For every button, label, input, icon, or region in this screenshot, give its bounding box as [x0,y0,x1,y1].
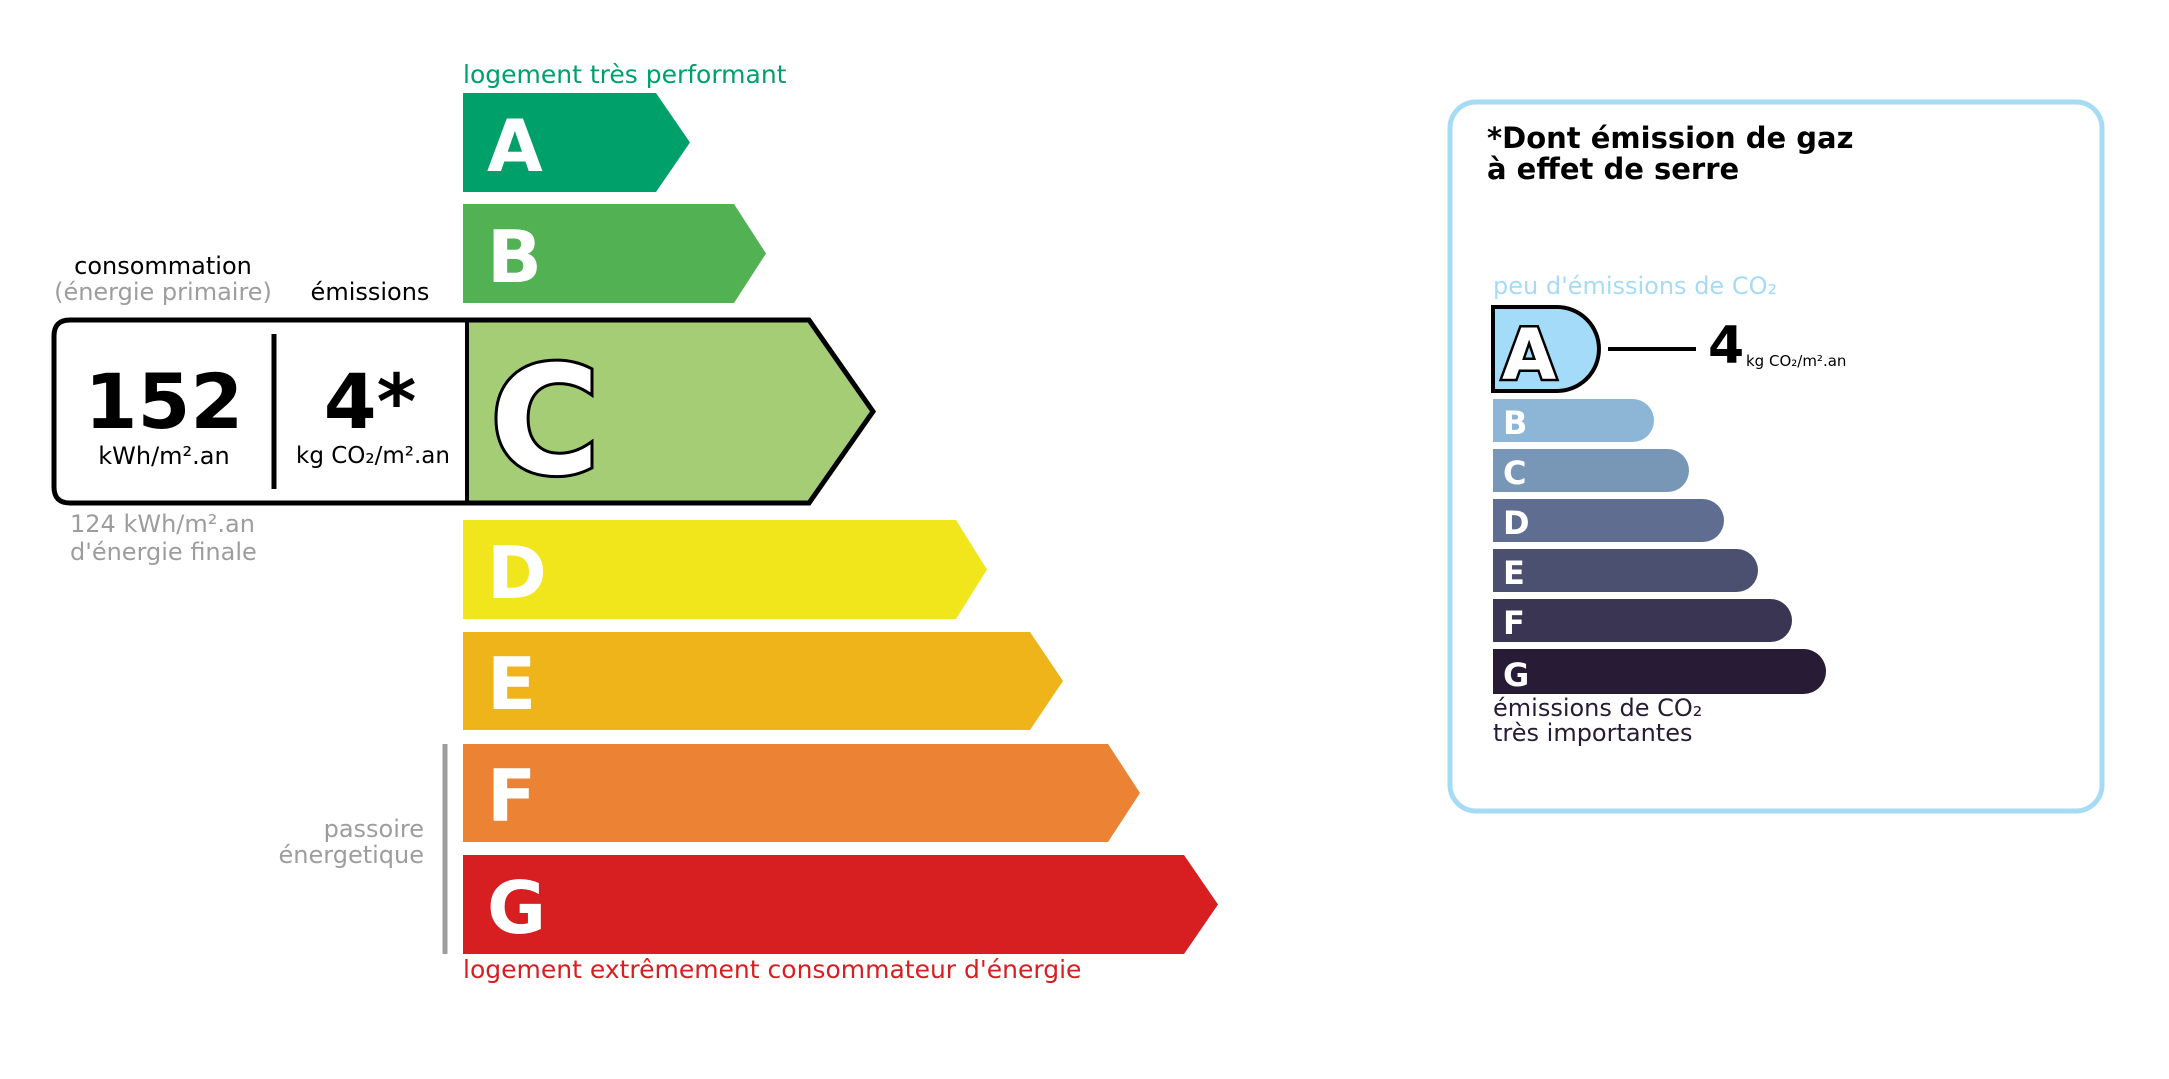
ghg-band-letter-G: G [1503,656,1529,694]
ghg-band-letter-C: C [1503,454,1526,492]
ghg-unit: kg CO₂/m².an [1746,352,1847,370]
energy-band-letter-D: D [487,531,547,615]
consumption-subheader: (énergie primaire) [54,278,272,306]
energy-band-letter-C: C [490,335,600,509]
final-energy-value: 124 kWh/m².an [70,510,255,538]
energy-band-A [463,93,690,192]
ghg-band-letter-F: F [1503,604,1525,642]
emissions-unit: kg CO₂/m².an [296,443,450,469]
selected-class-outline [51,317,877,506]
ghg-band-letter-E: E [1503,554,1525,592]
ghg-top-label: peu d'émissions de CO₂ [1493,272,1778,300]
energy-band-letter-G: G [487,866,546,950]
emissions-value: 4* [323,357,417,446]
energy-band-letter-F: F [487,754,536,838]
ghg-band-E [1493,549,1758,592]
ghg-band-C [1493,449,1689,492]
energy-band-letter-B: B [487,215,542,299]
energy-band-E [463,632,1063,730]
energy-bottom-label: logement extrêmement consommateur d'éner… [463,955,1082,984]
ghg-band-D [1493,499,1724,542]
ghg-panel-border [1447,99,2105,814]
energy-band-D [463,520,987,619]
ghg-value: 4 [1708,316,1745,376]
ghg-title-line1: *Dont émission de gaz [1487,121,1854,155]
energy-top-label: logement très performant [463,60,787,89]
energy-band-B [463,204,766,303]
energy-band-letter-E: E [487,642,536,726]
ghg-band-A [1491,305,1601,393]
ghg-band-letter-A: A [1502,314,1556,396]
ghg-band-B [1493,399,1654,442]
ghg-band-F [1493,599,1792,642]
energy-band-F [463,744,1140,842]
emissions-header: émissions [310,278,430,306]
ghg-band-letter-D: D [1503,504,1530,542]
ghg-bottom-label-line2: très importantes [1493,719,1693,747]
ghg-band-G [1493,649,1826,694]
consumption-unit: kWh/m².an [98,442,230,470]
passoire-label-line2: énergetique [278,841,424,869]
consumption-value: 152 [84,357,244,446]
ghg-band-letter-B: B [1503,404,1527,442]
energy-band-letter-A: A [487,104,543,188]
ghg-title-line2: à effet de serre [1487,152,1740,186]
final-energy-label: d'énergie finale [70,538,257,566]
ghg-bottom-label-line1: émissions de CO₂ [1493,694,1703,722]
consumption-header: consommation [74,252,252,280]
energy-band-G [463,855,1218,954]
energy-band-C [467,320,873,503]
passoire-label-line1: passoire [323,815,424,843]
